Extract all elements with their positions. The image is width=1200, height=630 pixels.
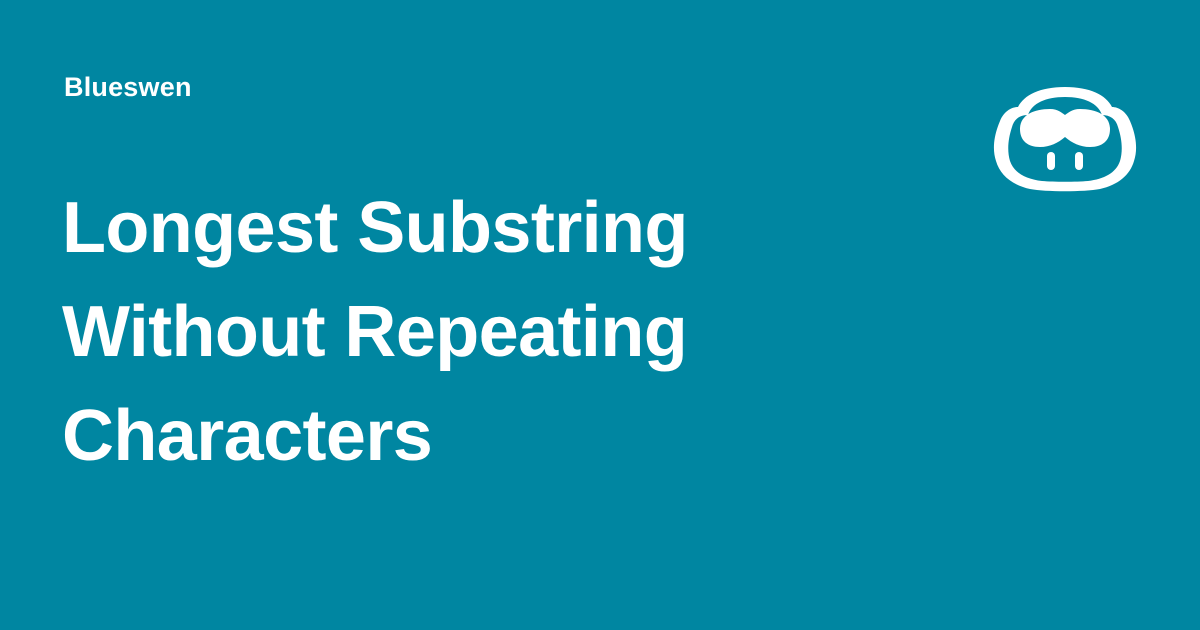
title-line: Longest Substring [62,188,688,268]
mascot-head-icon [993,87,1137,192]
title-line: Without Repeating [62,292,688,372]
title-line: Characters [62,396,433,476]
page-title: Longest Substring Without Repeating Char… [62,176,822,488]
site-author: Blueswen [64,72,192,102]
